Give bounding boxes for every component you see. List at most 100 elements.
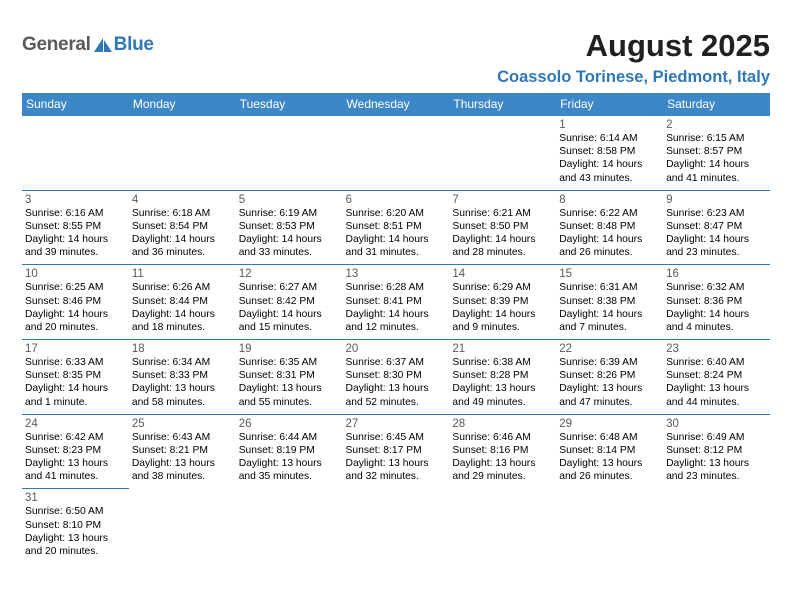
sunset-text: Sunset: 8:23 PM [25,444,126,457]
sunrise-text: Sunrise: 6:16 AM [25,207,126,220]
sunset-text: Sunset: 8:30 PM [346,369,447,382]
day-info: Sunrise: 6:35 AMSunset: 8:31 PMDaylight:… [239,356,340,409]
calendar-row: 10Sunrise: 6:25 AMSunset: 8:46 PMDayligh… [22,265,770,340]
day-number: 3 [25,194,126,206]
calendar-cell: 10Sunrise: 6:25 AMSunset: 8:46 PMDayligh… [22,265,129,340]
day-info: Sunrise: 6:34 AMSunset: 8:33 PMDaylight:… [132,356,233,409]
sunrise-text: Sunrise: 6:18 AM [132,207,233,220]
day-info: Sunrise: 6:50 AMSunset: 8:10 PMDaylight:… [25,505,126,558]
sunset-text: Sunset: 8:54 PM [132,220,233,233]
day-info: Sunrise: 6:26 AMSunset: 8:44 PMDaylight:… [132,281,233,334]
sunset-text: Sunset: 8:46 PM [25,295,126,308]
daylight-text: Daylight: 14 hours and 12 minutes. [346,308,447,334]
calendar-cell [663,489,770,563]
day-number: 28 [452,418,553,430]
daylight-text: Daylight: 14 hours and 9 minutes. [452,308,553,334]
day-info: Sunrise: 6:19 AMSunset: 8:53 PMDaylight:… [239,207,340,260]
calendar-cell [129,116,236,190]
weekday-header: Sunday [22,93,129,116]
day-info: Sunrise: 6:25 AMSunset: 8:46 PMDaylight:… [25,281,126,334]
day-number: 2 [666,119,767,131]
sunrise-text: Sunrise: 6:19 AM [239,207,340,220]
day-number: 15 [559,268,660,280]
calendar-cell: 27Sunrise: 6:45 AMSunset: 8:17 PMDayligh… [343,414,450,489]
daylight-text: Daylight: 14 hours and 33 minutes. [239,233,340,259]
calendar-cell: 7Sunrise: 6:21 AMSunset: 8:50 PMDaylight… [449,190,556,265]
day-info: Sunrise: 6:43 AMSunset: 8:21 PMDaylight:… [132,431,233,484]
logo: General Blue [22,28,154,56]
calendar-cell: 25Sunrise: 6:43 AMSunset: 8:21 PMDayligh… [129,414,236,489]
sunset-text: Sunset: 8:38 PM [559,295,660,308]
page-subtitle: Coassolo Torinese, Piedmont, Italy [497,68,770,87]
calendar-cell: 26Sunrise: 6:44 AMSunset: 8:19 PMDayligh… [236,414,343,489]
day-number: 11 [132,268,233,280]
day-info: Sunrise: 6:20 AMSunset: 8:51 PMDaylight:… [346,207,447,260]
calendar-cell [556,489,663,563]
daylight-text: Daylight: 13 hours and 32 minutes. [346,457,447,483]
sunset-text: Sunset: 8:17 PM [346,444,447,457]
sunrise-text: Sunrise: 6:39 AM [559,356,660,369]
calendar-cell: 22Sunrise: 6:39 AMSunset: 8:26 PMDayligh… [556,340,663,415]
day-number: 16 [666,268,767,280]
calendar-cell: 15Sunrise: 6:31 AMSunset: 8:38 PMDayligh… [556,265,663,340]
day-info: Sunrise: 6:45 AMSunset: 8:17 PMDaylight:… [346,431,447,484]
daylight-text: Daylight: 13 hours and 29 minutes. [452,457,553,483]
daylight-text: Daylight: 14 hours and 28 minutes. [452,233,553,259]
calendar-row: 1Sunrise: 6:14 AMSunset: 8:58 PMDaylight… [22,116,770,190]
page-title: August 2025 [497,28,770,64]
calendar-cell [449,116,556,190]
day-number: 22 [559,343,660,355]
calendar-cell: 4Sunrise: 6:18 AMSunset: 8:54 PMDaylight… [129,190,236,265]
calendar-cell: 28Sunrise: 6:46 AMSunset: 8:16 PMDayligh… [449,414,556,489]
sunrise-text: Sunrise: 6:40 AM [666,356,767,369]
sunrise-text: Sunrise: 6:25 AM [25,281,126,294]
sunrise-text: Sunrise: 6:38 AM [452,356,553,369]
calendar-cell: 5Sunrise: 6:19 AMSunset: 8:53 PMDaylight… [236,190,343,265]
sunset-text: Sunset: 8:28 PM [452,369,553,382]
sunrise-text: Sunrise: 6:21 AM [452,207,553,220]
calendar-cell [22,116,129,190]
calendar-cell [343,489,450,563]
sunset-text: Sunset: 8:21 PM [132,444,233,457]
day-info: Sunrise: 6:21 AMSunset: 8:50 PMDaylight:… [452,207,553,260]
day-info: Sunrise: 6:44 AMSunset: 8:19 PMDaylight:… [239,431,340,484]
day-number: 14 [452,268,553,280]
sunset-text: Sunset: 8:16 PM [452,444,553,457]
calendar-cell [236,116,343,190]
day-info: Sunrise: 6:33 AMSunset: 8:35 PMDaylight:… [25,356,126,409]
calendar-cell: 3Sunrise: 6:16 AMSunset: 8:55 PMDaylight… [22,190,129,265]
calendar-cell: 29Sunrise: 6:48 AMSunset: 8:14 PMDayligh… [556,414,663,489]
day-number: 17 [25,343,126,355]
sunset-text: Sunset: 8:19 PM [239,444,340,457]
day-info: Sunrise: 6:14 AMSunset: 8:58 PMDaylight:… [559,132,660,185]
sunset-text: Sunset: 8:57 PM [666,145,767,158]
weekday-header: Thursday [449,93,556,116]
day-number: 8 [559,194,660,206]
daylight-text: Daylight: 13 hours and 26 minutes. [559,457,660,483]
calendar-cell [129,489,236,563]
daylight-text: Daylight: 14 hours and 26 minutes. [559,233,660,259]
sunset-text: Sunset: 8:55 PM [25,220,126,233]
sunrise-text: Sunrise: 6:44 AM [239,431,340,444]
day-number: 4 [132,194,233,206]
sunset-text: Sunset: 8:39 PM [452,295,553,308]
daylight-text: Daylight: 13 hours and 35 minutes. [239,457,340,483]
daylight-text: Daylight: 13 hours and 38 minutes. [132,457,233,483]
calendar-row: 31Sunrise: 6:50 AMSunset: 8:10 PMDayligh… [22,489,770,563]
sunrise-text: Sunrise: 6:27 AM [239,281,340,294]
sunset-text: Sunset: 8:53 PM [239,220,340,233]
daylight-text: Daylight: 13 hours and 44 minutes. [666,382,767,408]
day-number: 27 [346,418,447,430]
daylight-text: Daylight: 13 hours and 49 minutes. [452,382,553,408]
calendar-cell: 9Sunrise: 6:23 AMSunset: 8:47 PMDaylight… [663,190,770,265]
sunset-text: Sunset: 8:44 PM [132,295,233,308]
calendar-cell: 8Sunrise: 6:22 AMSunset: 8:48 PMDaylight… [556,190,663,265]
title-block: August 2025 Coassolo Torinese, Piedmont,… [497,28,770,87]
sunrise-text: Sunrise: 6:31 AM [559,281,660,294]
day-number: 24 [25,418,126,430]
sunrise-text: Sunrise: 6:26 AM [132,281,233,294]
sunrise-text: Sunrise: 6:48 AM [559,431,660,444]
day-number: 5 [239,194,340,206]
calendar-row: 17Sunrise: 6:33 AMSunset: 8:35 PMDayligh… [22,340,770,415]
sunset-text: Sunset: 8:51 PM [346,220,447,233]
